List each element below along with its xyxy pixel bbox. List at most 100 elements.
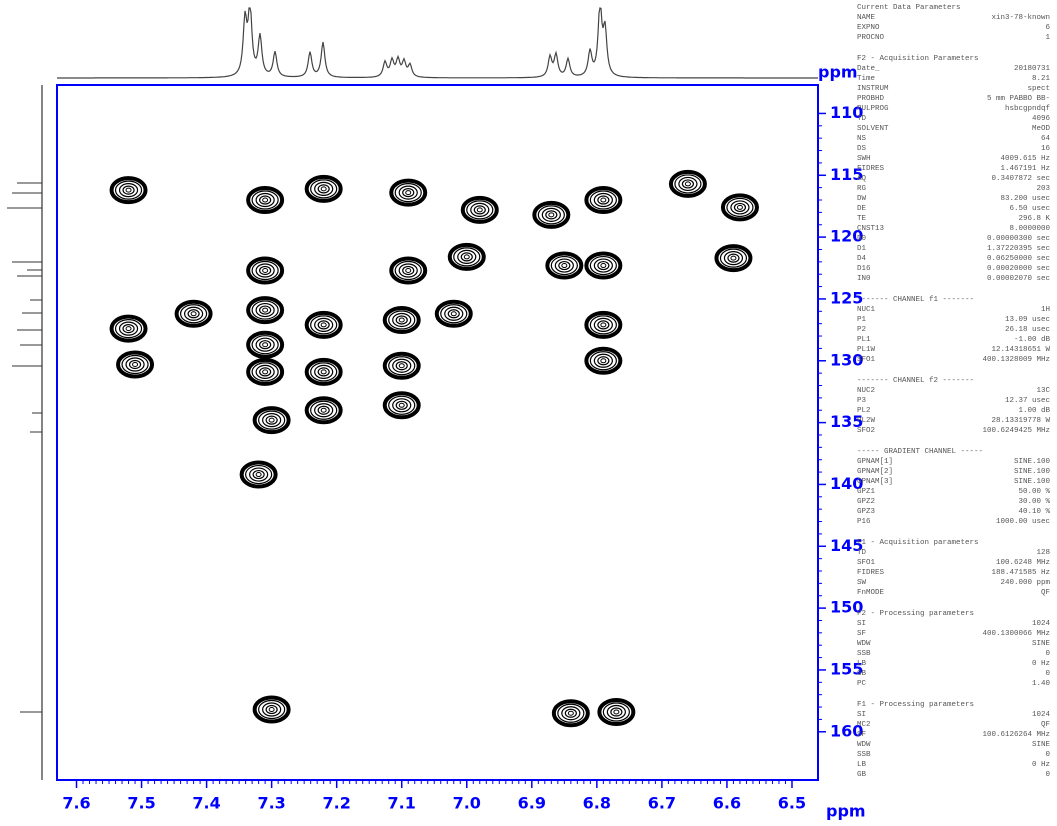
contour-ring xyxy=(122,185,135,195)
contour-ring xyxy=(597,320,610,330)
parameter-value: SINE.100 xyxy=(1014,478,1051,486)
parameter-name: SW xyxy=(857,579,867,587)
parameter-value: 8.21 xyxy=(1032,75,1051,83)
peak xyxy=(304,357,343,386)
contour-ring xyxy=(548,212,555,218)
contour-ring xyxy=(392,358,412,373)
peak xyxy=(246,256,285,285)
projections xyxy=(7,7,818,780)
parameter-name: PULPROG xyxy=(857,105,889,113)
contour-ring xyxy=(320,407,327,413)
parameter-section-title: ------- CHANNEL f1 ------- xyxy=(857,296,974,304)
contour-ring xyxy=(613,709,620,715)
x-axis-label: ppm xyxy=(826,802,866,821)
parameter-name: SSB xyxy=(857,751,871,759)
contour-ring xyxy=(122,324,135,334)
peak xyxy=(460,195,499,224)
parameter-name: MC2 xyxy=(857,721,871,729)
contour-ring xyxy=(310,179,338,199)
contour-ring xyxy=(246,357,285,386)
parameter-value: SINE xyxy=(1032,640,1051,648)
contour-ring xyxy=(434,299,473,328)
peak xyxy=(584,346,623,375)
contour-ring xyxy=(457,249,477,264)
contour-ring xyxy=(600,358,607,364)
parameter-value: 13C xyxy=(1036,387,1050,395)
contour-ring xyxy=(402,265,415,276)
parameter-name: NS xyxy=(857,135,867,143)
parameter-value: 296.8 K xyxy=(1018,215,1050,223)
parameter-name: SFO1 xyxy=(857,559,876,567)
contour-ring xyxy=(447,242,486,271)
parameter-value: 240.000 ppm xyxy=(1000,579,1050,587)
contour-ring xyxy=(255,337,275,352)
parameter-value: 1.37220395 sec xyxy=(987,245,1050,253)
contour-ring xyxy=(395,400,408,410)
parameter-value: 83.200 usec xyxy=(1000,195,1050,203)
contour-ring xyxy=(668,169,707,198)
contour-ring xyxy=(392,398,412,413)
contour-ring xyxy=(589,255,617,276)
contour-ring xyxy=(606,704,626,720)
contour-ring xyxy=(736,204,743,210)
parameter-value: 1.467191 Hz xyxy=(1000,165,1050,173)
parameter-name: CNST13 xyxy=(857,225,885,233)
contour-ring xyxy=(314,181,334,196)
peak xyxy=(116,350,155,379)
contour-ring xyxy=(252,469,265,480)
contour-ring xyxy=(447,309,460,319)
parameter-value: 30.00 % xyxy=(1018,498,1050,506)
contour-ring xyxy=(589,315,617,335)
contour-ring xyxy=(394,182,422,203)
contour-ring xyxy=(259,265,272,276)
peak xyxy=(545,251,584,280)
parameter-name: PROCNO xyxy=(857,34,885,42)
contour-ring xyxy=(255,472,262,478)
parameter-name: LB xyxy=(857,660,867,668)
peak xyxy=(246,296,285,325)
contour-ring xyxy=(249,467,269,482)
contour-ring xyxy=(320,186,327,192)
contour-ring xyxy=(398,402,405,408)
contour-ring xyxy=(561,706,581,721)
parameter-name: D0 xyxy=(857,235,867,243)
contour-ring xyxy=(116,350,155,379)
parameter-value: 4009.615 Hz xyxy=(1000,155,1050,163)
contour-ring xyxy=(589,190,617,210)
contour-ring xyxy=(187,309,200,319)
parameter-name: PROBHD xyxy=(857,95,885,103)
parameter-section-title: F1 - Processing parameters xyxy=(857,701,974,709)
parameter-value: 28.13319778 W xyxy=(991,417,1050,425)
contour-ring xyxy=(255,263,275,278)
contour-ring xyxy=(382,305,421,334)
parameter-value: 0 xyxy=(1045,771,1050,779)
contour-ring xyxy=(450,311,457,317)
contour-ring xyxy=(262,369,269,375)
contour-ring xyxy=(118,321,139,336)
parameter-value: 26.18 usec xyxy=(1005,326,1050,334)
contour-ring xyxy=(460,195,499,224)
contour-ring xyxy=(733,202,747,213)
contour-ring xyxy=(610,707,623,717)
contour-ring xyxy=(593,192,613,208)
parameter-value: 8.0000000 xyxy=(1009,225,1050,233)
contour-ring xyxy=(317,320,330,330)
contour-ring xyxy=(252,406,291,435)
parameter-name: D16 xyxy=(857,265,871,273)
contour-ring xyxy=(246,330,285,359)
parameter-value: 0.3407872 sec xyxy=(991,175,1050,183)
contour-ring xyxy=(304,310,343,339)
contour-ring xyxy=(597,195,610,205)
parameter-name: TD xyxy=(857,115,867,123)
parameter-section-title: ------- CHANNEL f2 ------- xyxy=(857,377,974,385)
y-tick-label: 145 xyxy=(830,536,863,555)
contour-ring xyxy=(183,306,204,321)
parameter-name: GPZ3 xyxy=(857,508,876,516)
parameter-value: 4096 xyxy=(1032,115,1051,123)
contour-ring xyxy=(460,252,473,262)
contour-ring xyxy=(395,315,408,325)
parameter-section-title: ----- GRADIENT CHANNEL ----- xyxy=(857,448,983,456)
parameter-value: 13.09 usec xyxy=(1005,316,1050,324)
contour-ring xyxy=(268,707,275,713)
